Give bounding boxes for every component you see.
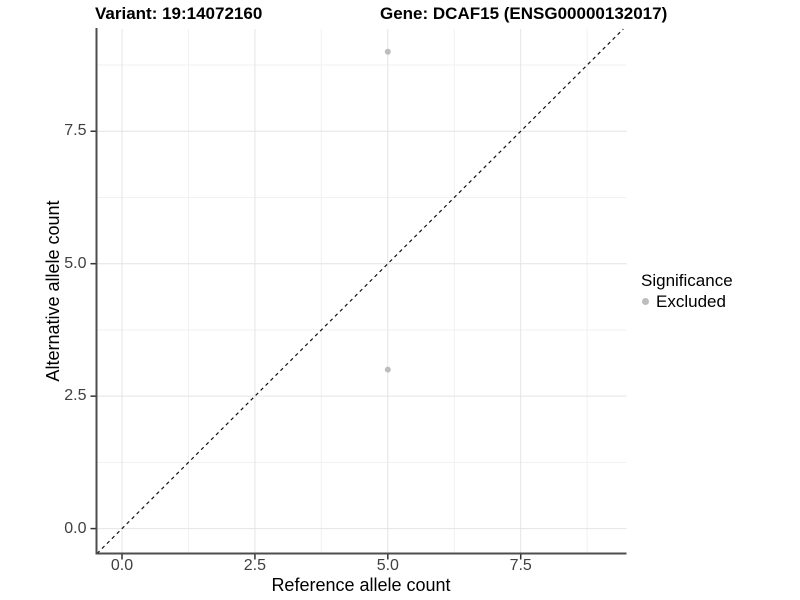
y-tick-label: 7.5 bbox=[64, 122, 87, 140]
legend-item: Excluded bbox=[642, 292, 733, 311]
data-point bbox=[384, 366, 391, 373]
identity-line bbox=[96, 28, 624, 554]
y-tick-label: 0.0 bbox=[64, 519, 87, 537]
y-tick-label: 5.0 bbox=[64, 254, 87, 272]
x-tick-label: 7.5 bbox=[509, 557, 532, 574]
x-axis-title: Reference allele count bbox=[271, 575, 451, 595]
legend-items: Excluded bbox=[641, 292, 733, 311]
legend-key-dot-icon bbox=[642, 298, 649, 305]
plot-title-variant: Variant: 19:14072160 bbox=[95, 4, 263, 23]
data-point bbox=[384, 48, 391, 55]
x-tick-label: 5.0 bbox=[376, 557, 399, 574]
x-tick-label: 2.5 bbox=[243, 557, 267, 574]
legend: Significance Excluded bbox=[641, 271, 733, 311]
legend-item-label: Excluded bbox=[656, 292, 726, 311]
x-tick-label: 0.0 bbox=[110, 557, 134, 574]
y-axis-title: Alternative allele count bbox=[43, 200, 63, 382]
legend-title: Significance bbox=[641, 271, 733, 290]
y-tick-label: 2.5 bbox=[64, 387, 87, 405]
plot-title-gene: Gene: DCAF15 (ENSG00000132017) bbox=[380, 4, 668, 23]
